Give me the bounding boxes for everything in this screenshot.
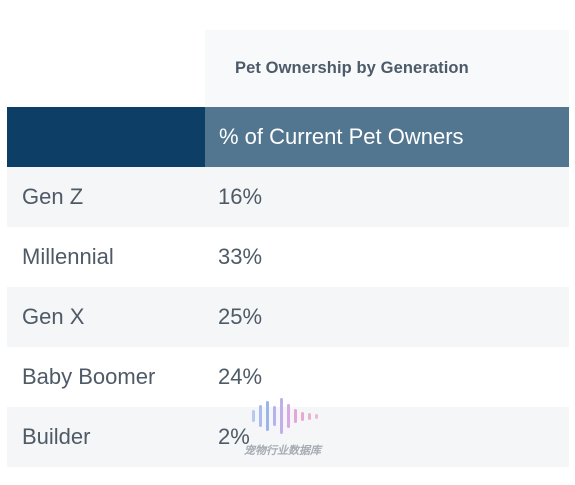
table-row-gen-x: Gen X 25% (7, 287, 569, 347)
row-label: Gen X (22, 304, 85, 329)
table-row-builder: Builder 2% (7, 407, 569, 467)
table-row-gen-z: Gen Z 16% (7, 167, 569, 227)
table-header-row: % of Current Pet Owners (7, 107, 569, 167)
table-row-millennial: Millennial 33% (7, 227, 569, 287)
header-cell-value: % of Current Pet Owners (205, 107, 569, 167)
header-cell-blank (7, 107, 205, 167)
table-title-row: Pet Ownership by Generation (205, 30, 569, 107)
row-value: 33% (218, 244, 263, 269)
row-label: Builder (22, 424, 91, 449)
row-value: 24% (218, 364, 263, 389)
header-value-column: % of Current Pet Owners (219, 124, 464, 149)
row-value: 2% (218, 424, 250, 449)
row-value: 25% (218, 304, 263, 329)
table-title: Pet Ownership by Generation (235, 59, 469, 77)
row-value: 16% (218, 184, 263, 209)
table-row-baby-boomer: Baby Boomer 24% (7, 347, 569, 407)
row-label: Millennial (22, 244, 114, 269)
row-label: Gen Z (22, 184, 84, 209)
table-body: Gen Z 16% Millennial 33% Gen X 25% Baby … (7, 167, 569, 467)
row-label: Baby Boomer (22, 364, 156, 389)
